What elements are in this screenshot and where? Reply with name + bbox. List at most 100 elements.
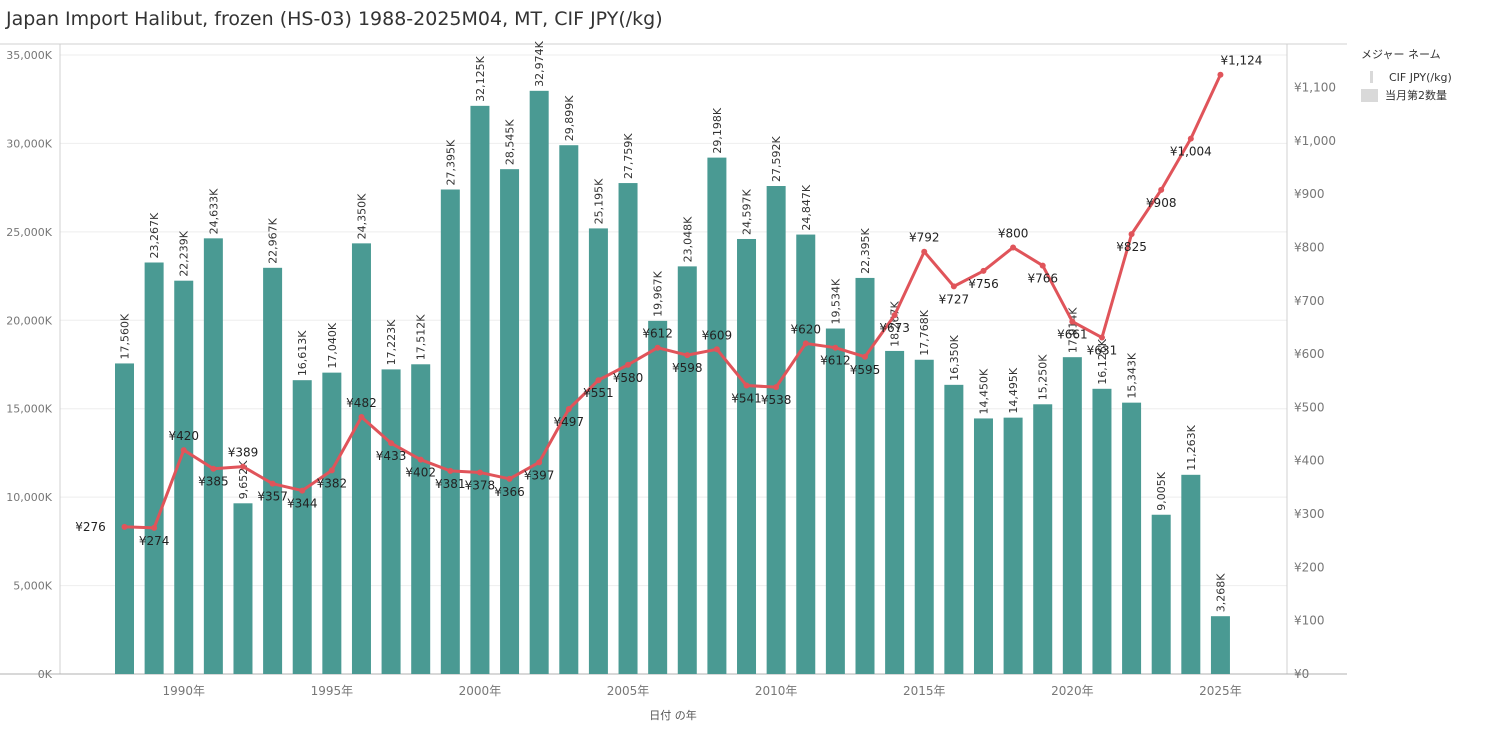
y-right-tick-label: ¥0 [1294,667,1309,681]
bar [825,328,845,674]
y-right-tick-label: ¥300 [1294,507,1325,521]
price-point [1158,186,1165,193]
bar-label: 22,967K [267,217,280,263]
bar-label: 15,250K [1037,354,1050,400]
bar-label: 18,267K [889,300,902,346]
legend: メジャー ネーム CIF JPY(/kg) 当月第2数量 [1361,46,1452,104]
price-point [802,340,809,347]
price-point [358,414,365,421]
price-point [1069,318,1076,325]
bar [263,267,283,674]
price-point [1098,334,1105,341]
bar [500,169,520,674]
price-label: ¥756 [968,277,999,291]
price-point [151,524,158,531]
price-label: ¥792 [909,231,940,245]
bar-label: 29,899K [563,95,576,141]
bar [1062,357,1082,674]
bar [855,277,875,674]
price-point [832,344,839,351]
price-point [476,469,483,476]
price-label: ¥402 [405,466,436,480]
price-point [1217,71,1224,78]
legend-item-quantity[interactable]: 当月第2数量 [1361,86,1452,104]
bar [707,157,727,674]
bar-label: 29,198K [711,107,724,153]
price-label: ¥397 [524,468,555,482]
y-right-tick-label: ¥800 [1294,240,1325,254]
bar-label: 27,395K [444,139,457,185]
bar [529,90,549,675]
bar-label: 14,495K [1007,367,1020,413]
bar [1210,616,1230,674]
bar [470,105,490,674]
y-left-tick-label: 25,000K [6,226,52,239]
bar [203,238,223,675]
y-left-tick-label: 35,000K [6,49,52,62]
price-label: ¥661 [1057,328,1088,342]
bar [648,320,668,674]
y-left-tick-label: 10,000K [6,491,52,504]
x-tick-label: 2000年 [459,684,502,698]
price-point [595,377,602,384]
bar [1122,402,1142,674]
price-label: ¥382 [317,476,348,490]
line-swatch-icon [1365,71,1377,83]
price-label: ¥1,124 [1220,54,1262,68]
price-point [862,353,868,360]
y-left-tick-label: 30,000K [6,137,52,150]
bar-label: 23,048K [681,216,694,262]
legend-label-quantity: 当月第2数量 [1385,89,1447,102]
bar-label: 19,967K [652,270,665,316]
y-left-tick-label: 15,000K [6,403,52,416]
bar [322,372,342,674]
price-point [1010,244,1017,251]
bar [973,418,993,674]
bar [1092,388,1112,674]
bar [737,238,757,674]
price-label: ¥551 [583,386,614,400]
price-point [417,456,424,463]
price-label: ¥631 [1087,344,1118,358]
price-label: ¥366 [494,485,525,499]
price-label: ¥825 [1116,240,1147,254]
price-label: ¥620 [790,322,821,336]
y-left-tick-label: 20,000K [6,314,52,327]
price-point [743,382,750,389]
price-label: ¥378 [465,478,496,492]
x-tick-label: 2005年 [607,684,650,698]
bar [1151,514,1171,674]
x-axis: 1990年 1995年 2000年 2005年 2010年 2015年 2020年 2025年 [162,684,1241,698]
price-point [565,406,572,413]
price-point [239,463,246,470]
bar-label: 24,597K [741,188,754,234]
y-right-tick-label: ¥100 [1294,614,1325,628]
price-label: ¥800 [998,226,1029,240]
price-point [299,487,306,494]
price-label: ¥908 [1146,196,1177,210]
bar-label: 16,350K [948,334,961,380]
price-point [684,352,691,359]
price-point [180,447,187,454]
legend-item-price[interactable]: CIF JPY(/kg) [1361,68,1452,86]
y-axis-right: ¥0 ¥100 ¥200 ¥300 ¥400 ¥500 ¥600 ¥700 ¥800 ¥900 ¥1… [1294,81,1336,682]
bar [618,183,638,674]
bar [351,243,371,675]
price-point [891,312,898,319]
bar [944,384,964,674]
bar-label: 3,268K [1214,573,1227,612]
price-label: ¥727 [939,292,970,306]
bar [1181,474,1201,674]
bar-label: 17,040K [326,322,339,368]
price-label: ¥612 [820,354,851,368]
price-point [625,361,632,368]
price-point [921,248,928,255]
y-axis-left: 0K 5,000K 10,000K 15,000K 20,000K 25,000K 30,0… [6,49,52,681]
bar [292,380,312,674]
price-label: ¥612 [642,327,673,341]
bar [796,234,816,675]
price-point [1039,262,1046,269]
bar-label: 27,759K [622,133,635,179]
